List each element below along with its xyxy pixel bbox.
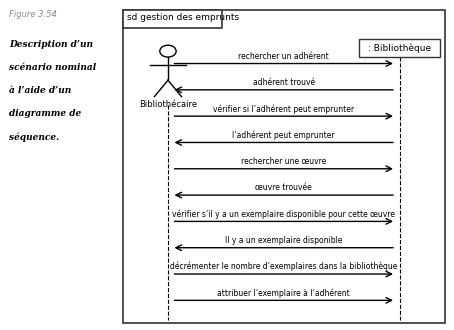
Text: vérifier s’il y a un exemplaire disponible pour cette œuvre: vérifier s’il y a un exemplaire disponib… [172, 209, 395, 219]
Text: rechercher un adhérent: rechercher un adhérent [238, 52, 329, 61]
Text: Description d’un: Description d’un [9, 40, 93, 49]
Text: œuvre trouvée: œuvre trouvée [255, 183, 312, 192]
Text: adhérent trouvé: adhérent trouvé [253, 78, 315, 87]
Text: séquence.: séquence. [9, 132, 59, 142]
Text: : Bibliothèque: : Bibliothèque [368, 43, 431, 52]
Text: l’adhérent peut emprunter: l’adhérent peut emprunter [232, 130, 335, 140]
Text: sd gestion des emprunts: sd gestion des emprunts [127, 13, 239, 22]
Text: Figure 3.54: Figure 3.54 [9, 10, 57, 19]
Text: Il y a un exemplaire disponible: Il y a un exemplaire disponible [225, 236, 342, 245]
FancyBboxPatch shape [359, 39, 440, 57]
Polygon shape [123, 10, 222, 28]
Text: diagramme de: diagramme de [9, 109, 81, 118]
Text: à l’aide d’un: à l’aide d’un [9, 86, 71, 95]
Text: vérifier si l’adhérent peut emprunter: vérifier si l’adhérent peut emprunter [213, 104, 354, 114]
Text: Bibliothécaire: Bibliothécaire [139, 100, 197, 109]
Text: décrémenter le nombre d’exemplaires dans la bibliothèque: décrémenter le nombre d’exemplaires dans… [170, 262, 397, 271]
Text: rechercher une œuvre: rechercher une œuvre [241, 157, 326, 166]
FancyBboxPatch shape [123, 10, 445, 323]
Text: attribuer l’exemplaire à l’adhérent: attribuer l’exemplaire à l’adhérent [217, 288, 350, 298]
Text: scénario nominal: scénario nominal [9, 63, 96, 72]
